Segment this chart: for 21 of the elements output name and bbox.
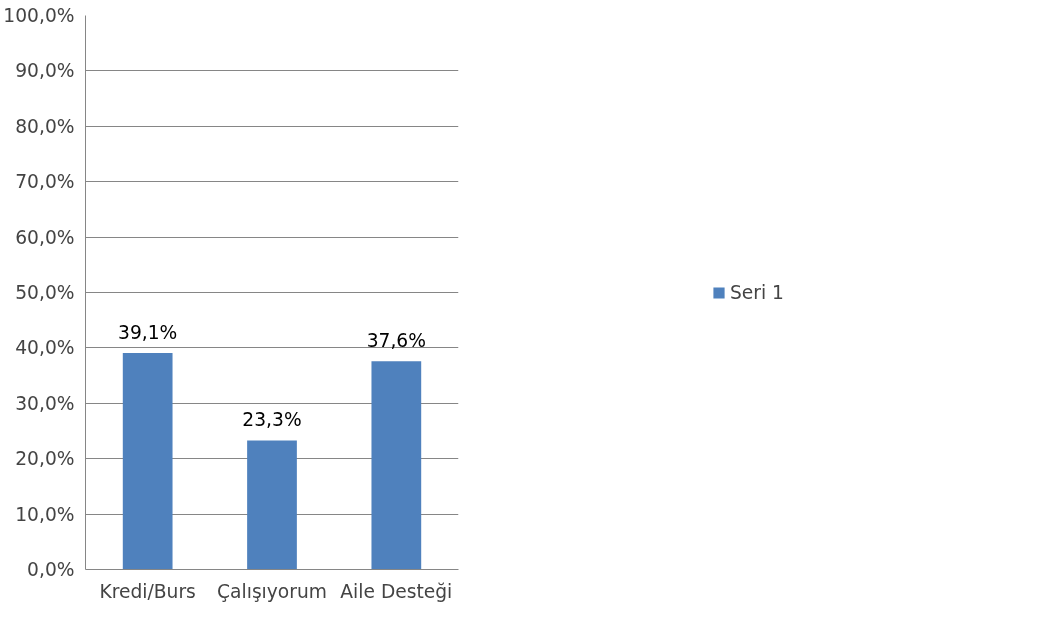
y-tick-label: 60,0% (15, 226, 75, 248)
y-tick-label: 100,0% (3, 5, 75, 26)
y-tick-label: 0,0% (27, 559, 75, 580)
y-tick-label: 10,0% (15, 503, 75, 525)
y-tick-label: 20,0% (15, 448, 75, 470)
legend-label: Seri 1 (730, 281, 784, 303)
y-tick-label: 80,0% (15, 115, 75, 137)
x-tick-label: Çalışıyorum (217, 580, 327, 602)
y-tick-label: 40,0% (15, 337, 75, 359)
data-label: 39,1% (118, 321, 178, 343)
y-tick-label: 90,0% (15, 60, 75, 82)
y-tick-label: 50,0% (15, 282, 75, 303)
bar (247, 440, 297, 570)
x-tick-label: Aile Desteği (340, 580, 453, 602)
x-tick-label: Kredi/Burs (99, 580, 196, 602)
y-tick-label: 30,0% (15, 392, 75, 414)
y-tick-label: 70,0% (15, 171, 75, 193)
bar (122, 352, 173, 570)
data-label: 37,6% (366, 330, 426, 352)
bar (371, 361, 422, 570)
data-label: 23,3% (242, 409, 302, 431)
